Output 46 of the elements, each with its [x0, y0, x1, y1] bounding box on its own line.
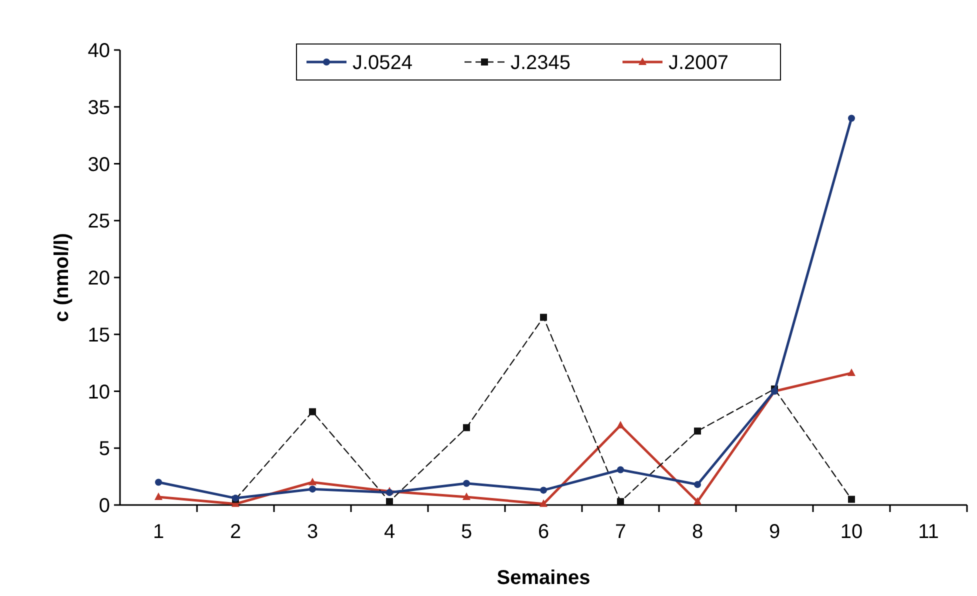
point [694, 497, 702, 505]
point [309, 486, 316, 493]
point [309, 408, 316, 416]
x-tick-label: 10 [840, 521, 863, 543]
point [540, 486, 547, 494]
y-tick-label: 30 [88, 154, 110, 176]
legend-label: J.0524 [352, 52, 413, 74]
y-tick-label: 10 [88, 381, 110, 404]
y-tick-label: 40 [88, 40, 110, 62]
point [386, 498, 393, 506]
point [462, 492, 470, 500]
x-tick-label: 9 [768, 521, 780, 543]
point [540, 314, 547, 321]
point [848, 496, 855, 503]
x-tick-label: 7 [614, 521, 626, 543]
point [308, 478, 316, 486]
y-tick-label: 20 [88, 268, 110, 290]
x-tick-label: 5 [460, 521, 472, 543]
x-axis-title: Semaines [496, 567, 590, 589]
point [155, 478, 162, 486]
x-tick-label: 6 [538, 521, 550, 543]
y-axis-title: c (nmol/l) [51, 233, 73, 322]
x-tick-label: 4 [384, 521, 396, 543]
y-tick-label: 25 [88, 210, 110, 233]
legend-label: J.2345 [510, 52, 571, 74]
point [463, 480, 470, 487]
point [617, 466, 624, 474]
y-tick-label: 35 [88, 96, 110, 119]
point [154, 492, 162, 500]
point [463, 424, 470, 432]
point [848, 114, 855, 122]
x-tick-label: 1 [152, 521, 164, 543]
y-tick-label: 5 [98, 438, 110, 460]
x-tick-label: 3 [306, 521, 318, 543]
point [694, 481, 701, 488]
point [616, 420, 624, 428]
point [694, 428, 701, 435]
legend-label: J.2007 [668, 52, 729, 74]
point [848, 368, 856, 376]
x-tick-label: 11 [918, 521, 939, 543]
y-tick-label: 15 [88, 324, 110, 346]
point [617, 498, 624, 506]
x-tick-label: 2 [230, 521, 242, 543]
y-tick-label: 0 [98, 495, 110, 517]
x-tick-label: 8 [692, 521, 704, 543]
point [540, 499, 548, 507]
